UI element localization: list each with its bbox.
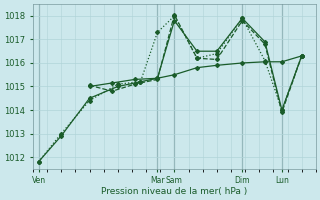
X-axis label: Pression niveau de la mer( hPa ): Pression niveau de la mer( hPa ) [101,187,247,196]
